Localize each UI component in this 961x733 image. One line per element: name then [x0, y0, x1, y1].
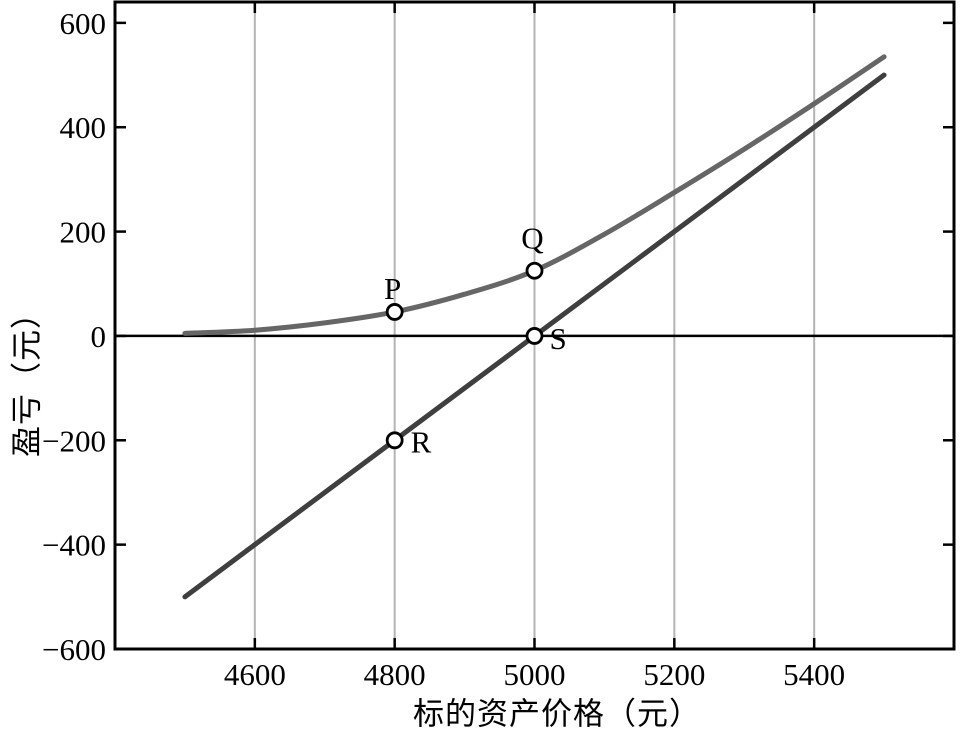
x-tick-label-4800: 4800	[364, 657, 426, 692]
y-tick-label--200: −200	[42, 423, 106, 458]
x-tick-label-5200: 5200	[643, 657, 705, 692]
point-label-Q: Q	[521, 221, 543, 256]
point-label-S: S	[550, 321, 567, 356]
point-marker-Q	[525, 261, 544, 280]
y-tick-label-0: 0	[91, 319, 107, 354]
point-marker-R	[385, 431, 404, 450]
point-label-R: R	[411, 424, 432, 459]
y-tick-label--400: −400	[42, 528, 106, 563]
x-axis-title: 标的资产价格（元）	[413, 696, 701, 732]
y-tick-label-400: 400	[60, 110, 107, 145]
x-tick-label-5400: 5400	[783, 657, 845, 692]
point-marker-S	[525, 327, 544, 345]
x-tick-label-5000: 5000	[504, 657, 566, 692]
point-label-P: P	[384, 271, 401, 306]
point-marker-P	[385, 303, 404, 321]
y-tick-label--600: −600	[42, 632, 106, 667]
y-tick-label-600: 600	[60, 6, 107, 41]
x-tick-label-4600: 4600	[224, 657, 286, 692]
y-tick-label-200: 200	[60, 215, 107, 250]
y-axis-title: 盈亏（元）	[9, 297, 45, 457]
